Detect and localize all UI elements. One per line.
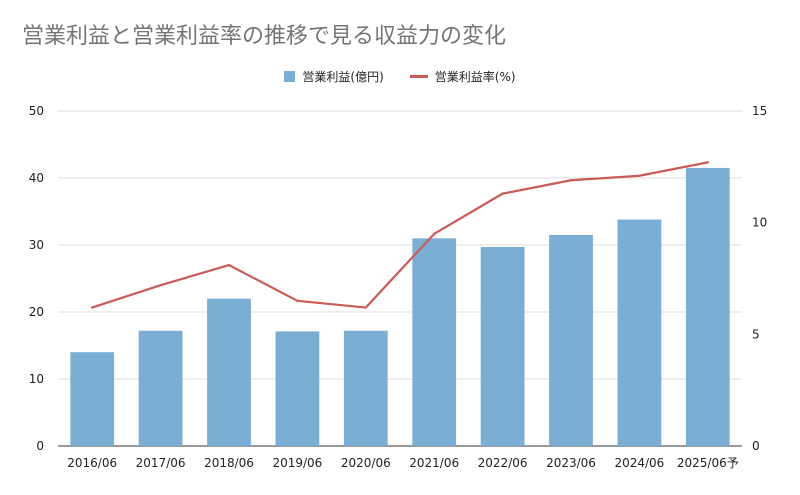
- x-tick-label: 2018/06: [204, 456, 254, 470]
- legend-item-bar: 営業利益(億円): [284, 68, 384, 85]
- bar: [138, 330, 183, 446]
- legend-bar-swatch-icon: [284, 71, 296, 82]
- line-point: [706, 161, 709, 164]
- legend-item-line: 営業利益率(%): [409, 68, 516, 85]
- line-point: [159, 284, 162, 287]
- series-line: [91, 161, 709, 309]
- x-tick-label: 2023/06: [546, 456, 596, 470]
- line-point: [569, 179, 573, 182]
- y-left-tick-label: 0: [36, 439, 44, 453]
- line-point: [638, 174, 641, 177]
- chart-title: 営業利益と営業利益率の推移で見る収益力の変化: [22, 24, 507, 49]
- legend-bar-label: 営業利益(億円): [302, 70, 384, 84]
- y-left-tick-label: 10: [29, 372, 44, 386]
- x-tick-label: 2017/06: [136, 456, 186, 470]
- legend-line-swatch-icon: [409, 75, 428, 78]
- y-right-tick-label: 10: [752, 216, 767, 230]
- legend: 営業利益(億円) 営業利益率(%): [0, 68, 800, 85]
- line-point: [91, 306, 94, 309]
- y-right-tick-label: 5: [752, 327, 760, 341]
- x-tick-label: 2021/06: [409, 456, 459, 470]
- bar: [343, 330, 388, 446]
- bar: [549, 234, 593, 446]
- y-left-tick-label: 50: [29, 104, 44, 118]
- bar: [412, 238, 457, 446]
- line-point: [501, 192, 504, 195]
- y-left-tick-label: 40: [29, 171, 44, 185]
- y-right-tick-label: 0: [752, 439, 760, 453]
- y-right-tick-label: 15: [752, 104, 767, 118]
- x-tick-label: 2019/06: [272, 456, 322, 470]
- bar: [480, 247, 525, 446]
- line-point: [296, 299, 299, 303]
- y-left-tick-label: 30: [29, 238, 44, 252]
- bar: [685, 167, 730, 446]
- x-tick-label: 2020/06: [341, 456, 391, 470]
- bar: [207, 298, 251, 446]
- x-tick-label: 2022/06: [478, 456, 528, 470]
- x-tick-label: 2024/06: [614, 456, 664, 470]
- bar: [617, 219, 662, 446]
- bar: [275, 331, 320, 446]
- line-point: [364, 306, 367, 309]
- line-point: [227, 263, 231, 267]
- x-tick-label: 2025/06予: [677, 456, 739, 470]
- bar: [70, 352, 115, 446]
- y-left-tick-label: 20: [29, 305, 44, 319]
- legend-line-label: 営業利益率(%): [434, 70, 516, 84]
- x-tick-label: 2016/06: [67, 456, 117, 470]
- line-point: [433, 232, 436, 236]
